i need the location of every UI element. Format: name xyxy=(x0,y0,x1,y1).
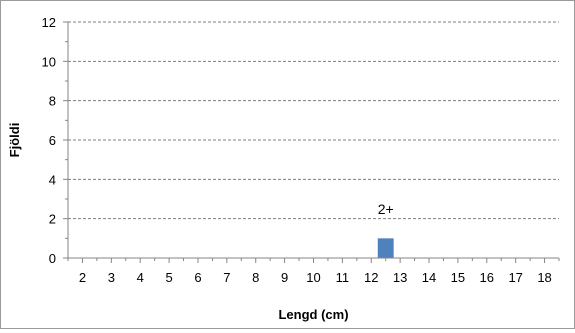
y-tick-label: 0 xyxy=(49,251,56,266)
x-tick-label: 4 xyxy=(137,270,144,285)
x-tick-label: 6 xyxy=(194,270,201,285)
y-tick-label: 6 xyxy=(49,133,56,148)
x-tick-label: 13 xyxy=(393,270,407,285)
x-tick-label: 2 xyxy=(79,270,86,285)
x-tick-label: 18 xyxy=(537,270,551,285)
x-tick-label: 14 xyxy=(422,270,436,285)
length-frequency-chart: 0 2 4 6 8 10 12 2 3 4 5 6 7 8 9 10 11 12 13 14 15 16 17 18 2+ L… xyxy=(7,15,560,322)
x-tick-label: 7 xyxy=(223,270,230,285)
x-tick-label: 12 xyxy=(364,270,378,285)
y-tick-label: 8 xyxy=(49,94,56,109)
bars xyxy=(377,238,394,258)
y-axis-title: Fjöldi xyxy=(7,123,22,158)
x-tick-label: 3 xyxy=(108,270,115,285)
x-tick-label: 10 xyxy=(306,270,320,285)
y-tick-label: 2 xyxy=(49,212,56,227)
tick-labels: 0 2 4 6 8 10 12 2 3 4 5 6 7 8 9 10 11 12 13 14 15 16 17 18 xyxy=(42,15,552,285)
bar xyxy=(377,238,394,258)
x-tick-label: 8 xyxy=(252,270,259,285)
gridlines xyxy=(68,21,559,220)
x-axis-title: Lengd (cm) xyxy=(278,307,348,322)
x-tick-label: 5 xyxy=(165,270,172,285)
axes xyxy=(63,21,560,263)
x-tick-label: 11 xyxy=(336,270,350,285)
x-tick-label: 16 xyxy=(480,270,494,285)
x-tick-label: 15 xyxy=(451,270,465,285)
y-tick-label: 10 xyxy=(42,54,56,69)
x-tick-label: 9 xyxy=(281,270,288,285)
annotations: 2+ xyxy=(378,201,394,217)
y-tick-label: 4 xyxy=(49,172,56,187)
x-tick-label: 17 xyxy=(508,270,522,285)
annotation-label: 2+ xyxy=(378,201,394,217)
y-tick-label: 12 xyxy=(42,15,56,30)
